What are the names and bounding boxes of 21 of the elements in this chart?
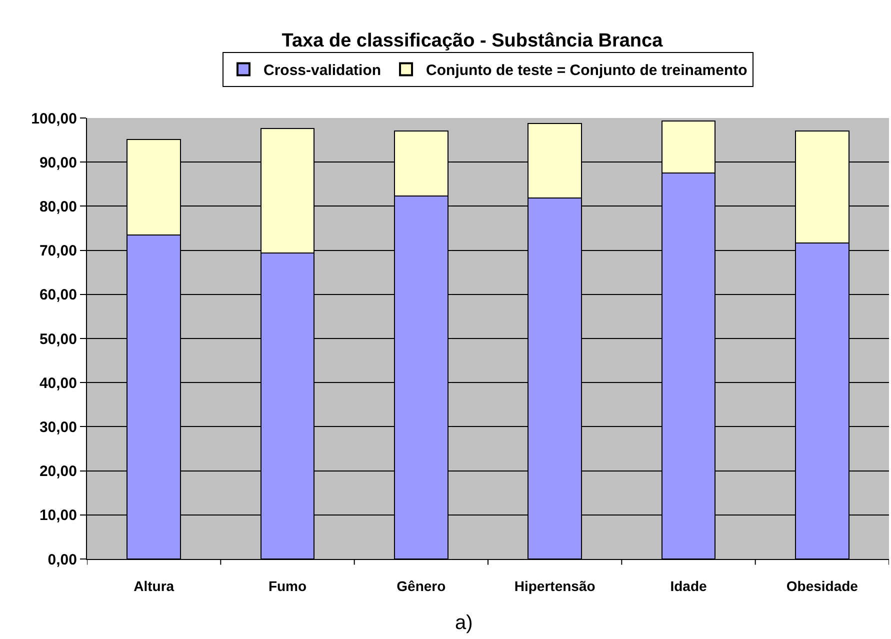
x-tick-label: Fumo: [268, 578, 307, 594]
y-tick-label: 20,00: [39, 463, 77, 480]
x-tick-label: Gênero: [396, 578, 446, 594]
x-tick-label: Hipertensão: [514, 578, 596, 594]
x-tick-label: Idade: [670, 578, 707, 594]
y-tick-label: 0,00: [48, 551, 77, 568]
y-tick-label: 80,00: [39, 198, 77, 216]
y-tick-label: 60,00: [39, 286, 77, 304]
chart-title: Taxa de classificação - Substância Branca: [282, 30, 664, 52]
y-tick-label: 100,00: [31, 110, 77, 128]
y-tick-label: 40,00: [39, 374, 77, 392]
legend-label: Conjunto de teste = Conjunto de treinamento: [426, 62, 748, 80]
x-tick-label: Altura: [134, 578, 174, 594]
y-tick-label: 50,00: [39, 330, 77, 348]
x-tick-label: Obesidade: [786, 578, 858, 594]
y-tick-label: 70,00: [39, 242, 77, 260]
text: a): [455, 612, 473, 634]
y-tick-label: 90,00: [39, 154, 77, 172]
legend-label: Cross-validation: [264, 62, 382, 80]
y-tick-label: 30,00: [39, 418, 77, 436]
y-tick-label: 10,00: [39, 507, 77, 524]
